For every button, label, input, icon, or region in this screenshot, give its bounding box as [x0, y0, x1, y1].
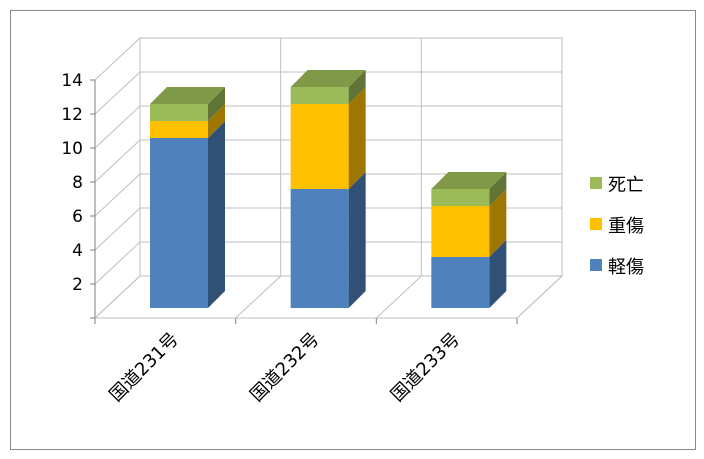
- side-gridline: [94, 105, 141, 149]
- legend-label: 死亡: [608, 175, 644, 196]
- bar-side-重傷: [348, 87, 366, 189]
- bar-side-重傷: [489, 189, 507, 257]
- bar-front-重傷: [290, 104, 349, 189]
- bar-top-死亡: [431, 172, 507, 189]
- side-gridline: [94, 139, 141, 183]
- bar-front-重傷: [431, 206, 490, 257]
- legend-swatch-死亡: [590, 177, 602, 189]
- bar-side-死亡: [348, 70, 366, 104]
- floor-gridline: [235, 275, 282, 319]
- bar-front-軽傷: [431, 257, 490, 308]
- bar-side-死亡: [208, 87, 225, 121]
- bar-front-軽傷: [150, 138, 208, 308]
- x-category-label: 国道231号: [106, 329, 183, 406]
- legend-swatch-軽傷: [590, 259, 602, 271]
- floor-gridline: [375, 275, 422, 319]
- y-tick-label: 8: [72, 173, 83, 193]
- y-tick-label: 4: [72, 241, 83, 261]
- bar-side-軽傷: [489, 240, 507, 308]
- x-category-label: 国道232号: [246, 329, 323, 406]
- bar-top-死亡: [290, 70, 366, 87]
- bar-side-重傷: [208, 104, 225, 138]
- bar-front-死亡: [290, 87, 349, 104]
- side-gridline: [94, 71, 141, 115]
- y-tick-label: 14: [61, 71, 83, 91]
- bar-front-死亡: [431, 189, 490, 206]
- bar-side-軽傷: [348, 172, 366, 308]
- y-tick-label: 12: [61, 105, 83, 125]
- x-category-label: 国道233号: [387, 329, 464, 406]
- y-tick-label: 2: [72, 275, 83, 295]
- side-gridline: [94, 207, 141, 251]
- legend-label: 軽傷: [608, 257, 644, 278]
- legend-swatch-重傷: [590, 218, 602, 230]
- y-tick-label: 10: [61, 139, 83, 159]
- side-gridline: [94, 173, 141, 217]
- bar-side-死亡: [489, 172, 507, 206]
- bar-front-死亡: [150, 104, 208, 121]
- side-gridline: [94, 241, 141, 285]
- y-tick-label: 6: [72, 207, 83, 227]
- floor-gridline: [94, 275, 141, 319]
- side-gridline: [94, 37, 141, 81]
- bar-top-死亡: [150, 87, 225, 104]
- floor-gridline: [516, 275, 563, 319]
- bar-side-軽傷: [208, 121, 225, 308]
- bar-front-軽傷: [290, 189, 349, 308]
- bar-front-重傷: [150, 121, 208, 138]
- legend-label: 重傷: [608, 216, 644, 237]
